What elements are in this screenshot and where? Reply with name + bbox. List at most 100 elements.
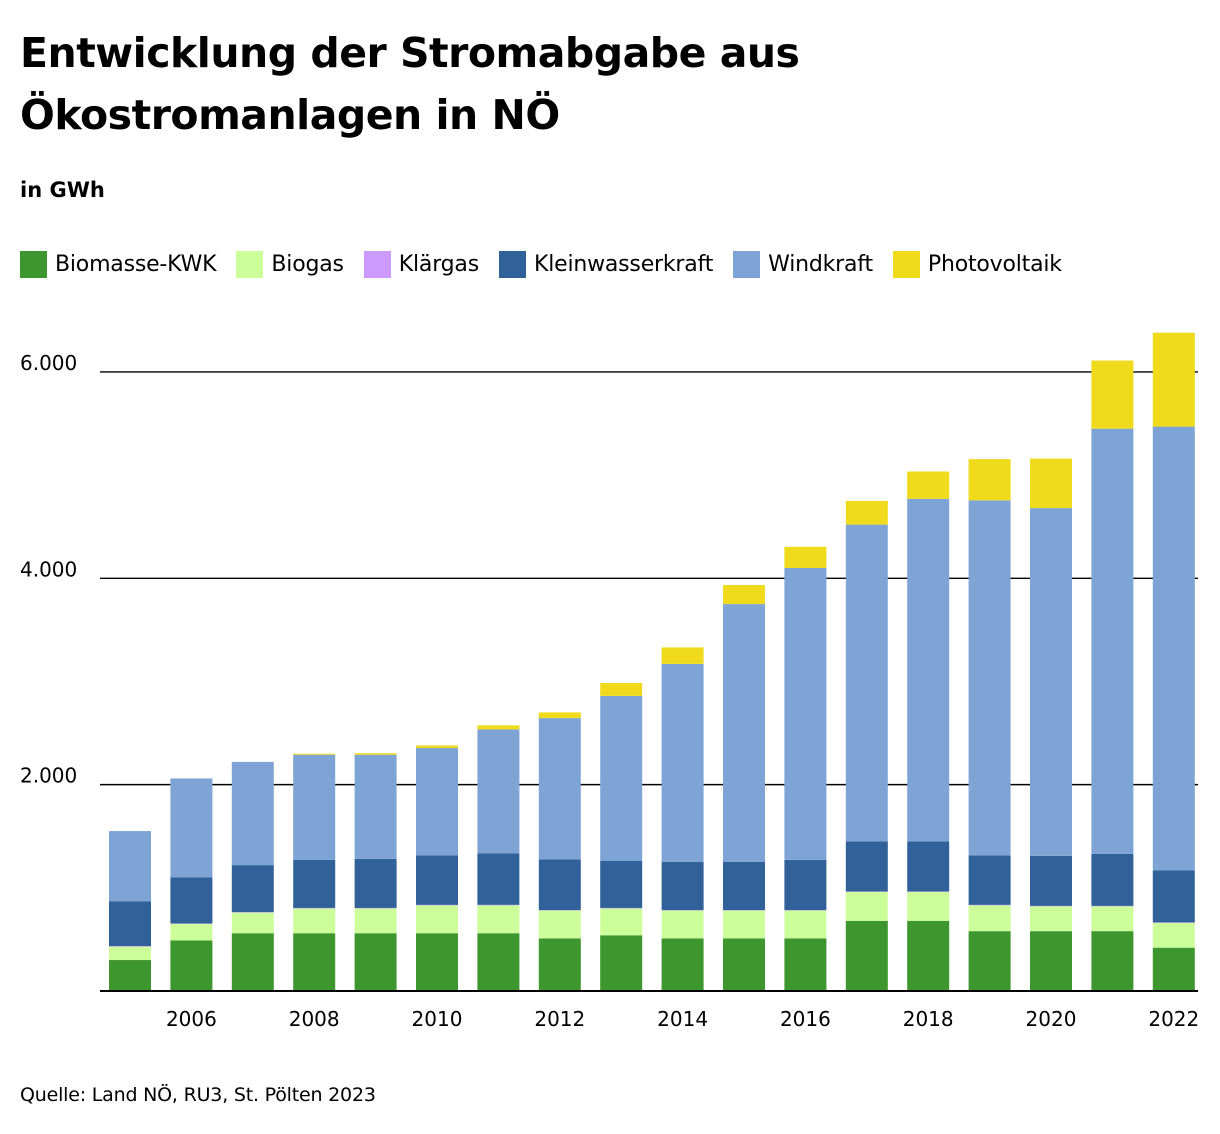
bar-2007-klargas bbox=[231, 912, 274, 913]
bar-2016-biomasse-kwk bbox=[784, 938, 827, 991]
bar-2020-klargas bbox=[1030, 905, 1072, 907]
bar-2020-windkraft bbox=[1030, 508, 1072, 856]
bar-2010-kleinwasserkraft bbox=[416, 855, 458, 905]
bar-2020-kleinwasserkraft bbox=[1030, 855, 1072, 906]
x-tick-label-2010: 2010 bbox=[412, 1007, 463, 1031]
legend-label-windkraft: Windkraft bbox=[768, 251, 873, 277]
bar-2019-windkraft bbox=[968, 500, 1011, 856]
bar-2008-klargas bbox=[293, 907, 336, 909]
bar-2012-biomasse-kwk bbox=[538, 938, 581, 991]
bar-2007-kleinwasserkraft bbox=[231, 865, 274, 913]
legend-item-biogas: Biogas bbox=[236, 250, 344, 278]
bar-2009-windkraft bbox=[354, 754, 397, 859]
bar-2021-kleinwasserkraft bbox=[1091, 853, 1134, 906]
bar-2012-biogas bbox=[538, 910, 581, 939]
bar-2016-biogas bbox=[784, 910, 827, 939]
legend-swatch-windkraft bbox=[733, 250, 761, 278]
bar-2017-windkraft bbox=[845, 524, 888, 842]
bar-2016-klargas bbox=[784, 910, 827, 911]
y-tick-label-4000: 4.000 bbox=[20, 557, 77, 581]
bar-2013-biomasse-kwk bbox=[600, 935, 643, 991]
bar-2005-windkraft bbox=[109, 831, 151, 902]
bar-2009-biogas bbox=[354, 908, 397, 934]
bar-2015-klargas bbox=[723, 910, 765, 911]
legend-label-biomasse-kwk: Biomasse-KWK bbox=[55, 251, 217, 277]
bar-2010-biogas bbox=[416, 905, 458, 934]
bar-2014-windkraft bbox=[661, 663, 704, 863]
bar-2013-klargas bbox=[600, 907, 643, 909]
bar-2022-biogas bbox=[1152, 922, 1195, 948]
bar-2006-windkraft bbox=[170, 778, 213, 878]
bar-2013-windkraft bbox=[600, 695, 643, 861]
bar-2014-biomasse-kwk bbox=[661, 938, 704, 991]
bar-2009-kleinwasserkraft bbox=[354, 858, 397, 908]
bar-2015-windkraft bbox=[723, 604, 765, 863]
bar-2017-photovoltaik bbox=[845, 500, 888, 525]
bar-2008-biogas bbox=[293, 908, 336, 934]
bar-2009-klargas bbox=[354, 907, 397, 909]
bar-2018-klargas bbox=[907, 891, 950, 892]
bar-2015-kleinwasserkraft bbox=[723, 862, 765, 910]
bar-2012-klargas bbox=[538, 910, 581, 911]
legend-item-windkraft: Windkraft bbox=[733, 250, 873, 278]
bar-2011-klargas bbox=[477, 904, 520, 906]
bar-2015-photovoltaik bbox=[723, 584, 765, 605]
bar-2020-biogas bbox=[1030, 906, 1072, 932]
legend-swatch-biogas bbox=[236, 250, 264, 278]
bar-2011-biomasse-kwk bbox=[477, 933, 520, 991]
bar-2017-klargas bbox=[845, 891, 888, 892]
bar-2010-photovoltaik bbox=[416, 745, 458, 749]
bar-2017-biomasse-kwk bbox=[845, 920, 888, 991]
bar-2005-klargas bbox=[109, 946, 151, 947]
bar-2013-biogas bbox=[600, 908, 643, 936]
bar-2006-klargas bbox=[170, 923, 213, 924]
bar-2009-photovoltaik bbox=[354, 753, 397, 755]
bar-2005-kleinwasserkraft bbox=[109, 901, 151, 947]
bar-2007-biogas bbox=[231, 912, 274, 934]
x-tick-label-2018: 2018 bbox=[903, 1007, 954, 1031]
legend-item-biomasse-kwk: Biomasse-KWK bbox=[20, 250, 217, 278]
chart-title: Entwicklung der Stromabgabe aus Ökostrom… bbox=[20, 22, 1170, 146]
bar-2018-biomasse-kwk bbox=[907, 920, 950, 991]
legend-label-photovoltaik: Photovoltaik bbox=[927, 251, 1062, 277]
bar-2010-klargas bbox=[416, 904, 458, 906]
bar-2014-klargas bbox=[661, 910, 704, 911]
bar-2022-kleinwasserkraft bbox=[1152, 870, 1195, 923]
bar-2018-photovoltaik bbox=[907, 471, 950, 499]
y-tick-label-2000: 2.000 bbox=[20, 764, 77, 788]
bar-2016-kleinwasserkraft bbox=[784, 859, 827, 910]
bar-2008-photovoltaik bbox=[293, 753, 336, 755]
bar-2019-biogas bbox=[968, 905, 1011, 932]
bar-2010-biomasse-kwk bbox=[416, 933, 458, 991]
bar-2020-biomasse-kwk bbox=[1030, 931, 1072, 991]
y-tick-label-6000: 6.000 bbox=[20, 351, 77, 375]
bar-2022-photovoltaik bbox=[1152, 332, 1195, 427]
bar-2006-biomasse-kwk bbox=[170, 940, 213, 991]
bar-2014-biogas bbox=[661, 910, 704, 939]
legend-swatch-klargas bbox=[363, 250, 391, 278]
x-tick-label-2006: 2006 bbox=[166, 1007, 217, 1031]
bar-2012-kleinwasserkraft bbox=[538, 859, 581, 910]
bar-2021-windkraft bbox=[1091, 428, 1134, 854]
bar-2018-biogas bbox=[907, 891, 950, 921]
bar-2011-kleinwasserkraft bbox=[477, 853, 520, 905]
bar-2019-klargas bbox=[968, 904, 1011, 906]
bar-2014-kleinwasserkraft bbox=[661, 862, 704, 910]
bar-2011-biogas bbox=[477, 905, 520, 934]
chart-unit-label: in GWh bbox=[20, 178, 105, 202]
x-tick-label-2008: 2008 bbox=[289, 1007, 340, 1031]
legend-item-kleinwasserkraft: Kleinwasserkraft bbox=[498, 250, 713, 278]
bar-2022-windkraft bbox=[1152, 426, 1195, 871]
bar-2022-biomasse-kwk bbox=[1152, 947, 1195, 991]
bar-2016-windkraft bbox=[784, 567, 827, 860]
bar-2019-biomasse-kwk bbox=[968, 931, 1011, 991]
bar-2015-biogas bbox=[723, 910, 765, 939]
legend-swatch-kleinwasserkraft bbox=[498, 250, 526, 278]
legend-label-klargas: Klärgas bbox=[398, 251, 479, 277]
bar-2013-kleinwasserkraft bbox=[600, 860, 643, 908]
bar-2009-biomasse-kwk bbox=[354, 933, 397, 991]
legend-swatch-photovoltaik bbox=[892, 250, 920, 278]
bar-2018-kleinwasserkraft bbox=[907, 841, 950, 892]
chart-title-line-2: Ökostromanlagen in NÖ bbox=[20, 91, 560, 139]
